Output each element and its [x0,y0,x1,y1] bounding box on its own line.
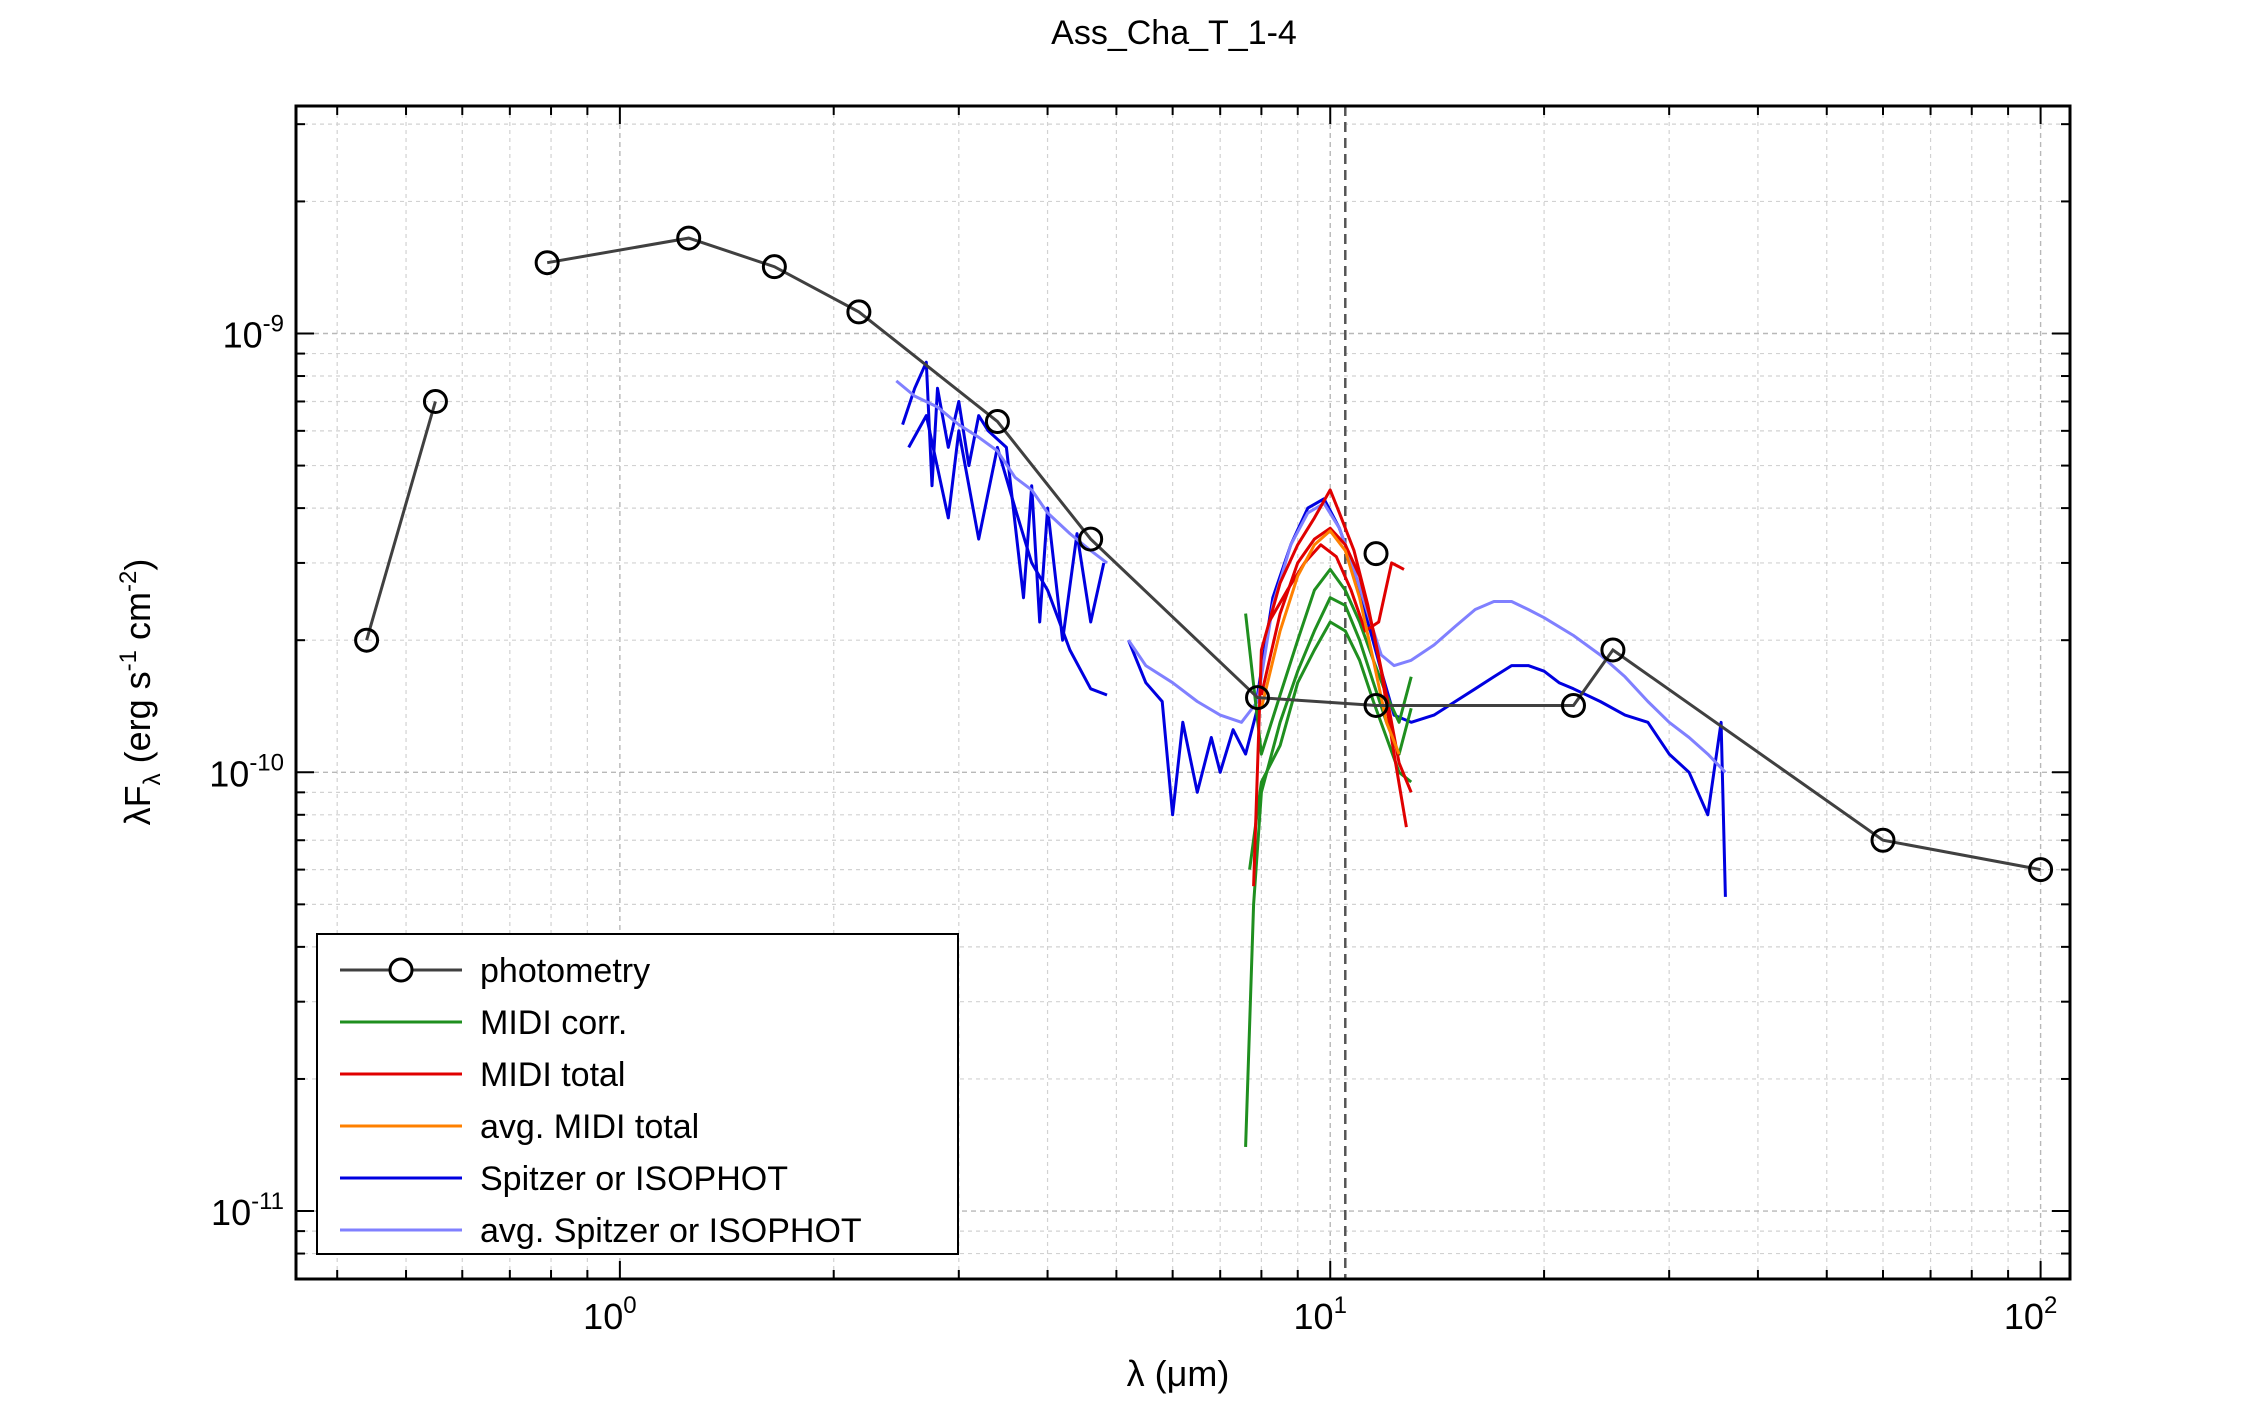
midi-corr-line [1248,620,1413,870]
legend-label-avg-midi-total: avg. MIDI total [480,1108,699,1146]
photometry-point [676,225,702,251]
legend-label-midi-corr: MIDI corr. [480,1004,627,1042]
avg-midi-total-line [1259,529,1401,755]
x-tick-label: 100 [583,1292,636,1337]
avg-spitzer-line [895,379,1108,565]
y-tick-label: 10-11 [211,1188,284,1233]
x-axis-label: λ (μm) [1127,1353,1230,1394]
legend-marker-photometry [388,957,414,983]
spitzer-line [907,414,1108,697]
photometry-line [365,401,437,641]
photometry-point [1560,692,1586,718]
spitzer-line [1127,639,1259,817]
photometry-point [984,409,1010,435]
photometry-line [546,236,2041,872]
photometry-markers [354,225,2054,883]
photometry-point [354,627,380,653]
plot-frame [294,104,2072,1281]
x-tick-label: 101 [1294,1292,1347,1337]
legend-box [316,933,959,1255]
photometry-point [2028,857,2054,883]
y-axis-label: λFλ (erg s-1 cm-2) [115,559,166,826]
legend-label-midi-total: MIDI total [480,1056,625,1094]
chart-title: Ass_Cha_T_1-4 [1051,14,1297,52]
data-layer [365,236,2041,1147]
photometry-point [1363,541,1389,567]
avg-spitzer-line [1127,501,1727,774]
spitzer-line [901,360,1106,642]
y-tick-label: 10-10 [209,749,284,794]
legend-label-spitzer: Spitzer or ISOPHOT [480,1160,788,1198]
photometry-point [1870,827,1896,853]
legend: photometry MIDI corr. MIDI total avg. MIDI … [316,933,959,1255]
legend-label-photometry: photometry [480,952,650,990]
midi-total-line [1267,543,1405,633]
photometry-point [422,388,448,414]
photometry-point [534,250,560,276]
photometry-point [1600,637,1626,663]
photometry-point [846,299,872,325]
tick-labels: 100 101 102 10-11 10-10 10-9 [209,311,2057,1337]
midi-total-line [1259,526,1413,793]
tick-marks [296,106,2070,1280]
photometry-point [1363,692,1389,718]
photometry-point [1078,526,1104,552]
y-tick-label: 10-9 [223,311,284,356]
x-tick-label: 102 [2004,1292,2057,1337]
photometry-point [1245,685,1271,711]
photometry-point [761,254,787,280]
legend-label-avg-spitzer: avg. Spitzer or ISOPHOT [480,1212,862,1250]
